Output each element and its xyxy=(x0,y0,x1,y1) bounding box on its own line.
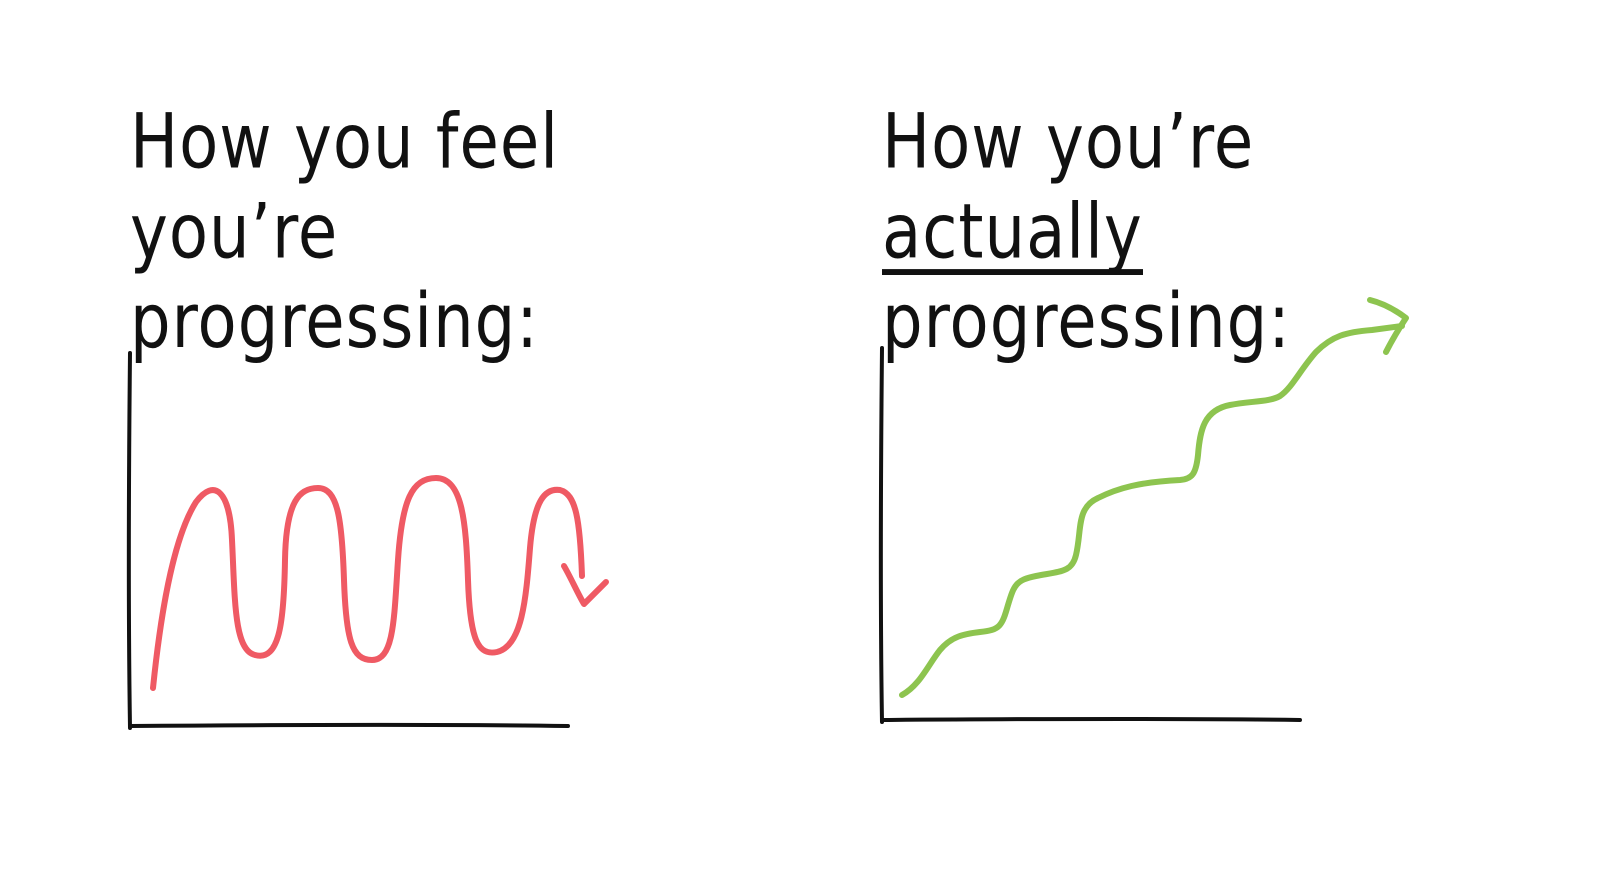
panel-actual: How you’re actually progressing: xyxy=(780,0,1592,879)
feel-title-line1: How you feel you’re xyxy=(130,99,559,277)
actual-arrow-head xyxy=(1367,297,1409,355)
actual-title: How you’re actually progressing: xyxy=(882,98,1502,367)
feel-title: How you feel you’re progressing: xyxy=(130,98,750,367)
actual-title-emphasis: actually xyxy=(882,188,1143,277)
feel-wave-curve xyxy=(150,475,585,691)
panel-feel: How you feel you’re progressing: xyxy=(126,98,750,730)
actual-y-axis xyxy=(878,346,884,724)
actual-title-pre: How you’re xyxy=(882,99,1255,187)
feel-graph xyxy=(126,351,609,730)
actual-title-line2: progressing: xyxy=(882,278,1291,366)
actual-graph xyxy=(878,297,1409,724)
feel-y-axis xyxy=(126,351,132,730)
feel-title-line2: progressing: xyxy=(130,278,539,366)
actual-x-axis xyxy=(880,716,1302,722)
feel-arrow-head xyxy=(561,563,609,607)
actual-rising-curve xyxy=(899,323,1405,698)
feel-x-axis xyxy=(128,722,570,728)
